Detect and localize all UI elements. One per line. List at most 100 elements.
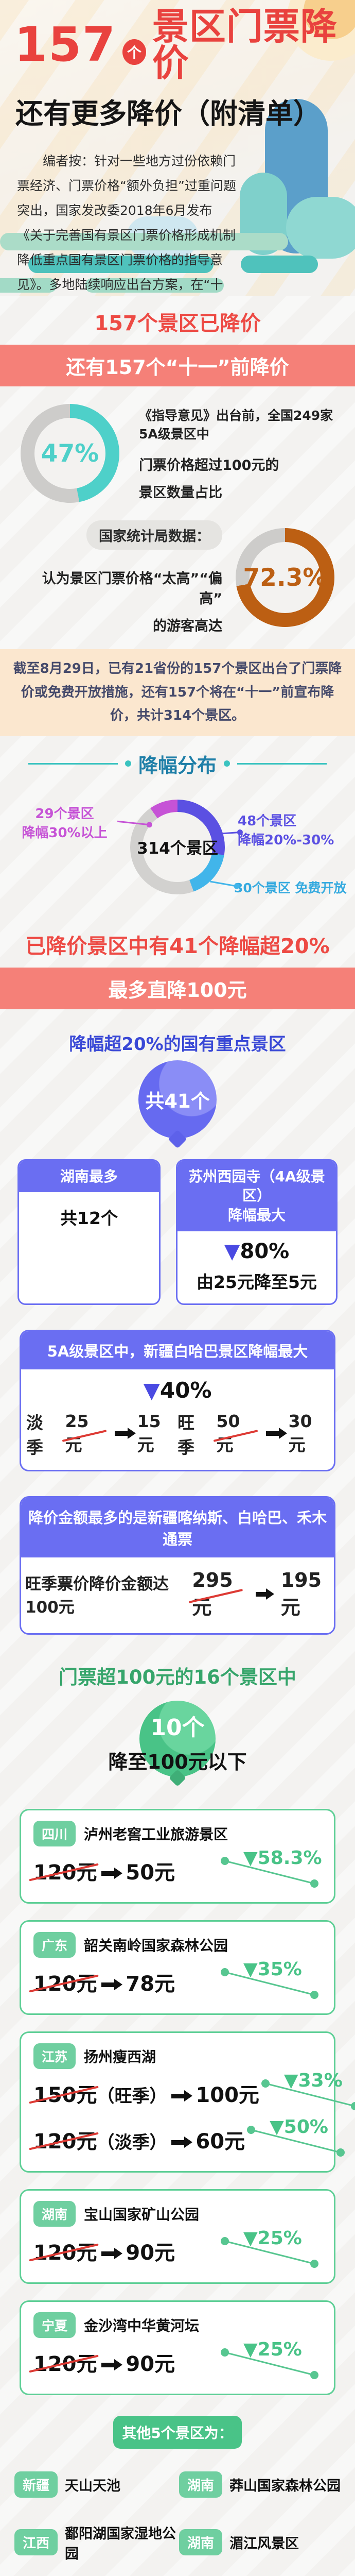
trend-decoration: ▼25% xyxy=(219,2228,322,2273)
province-pill: 广东 xyxy=(33,1931,76,1958)
new-price: 50元 xyxy=(118,1860,175,1885)
heading-157-reduced: 157个景区已降价 xyxy=(94,312,261,335)
divider-line xyxy=(237,762,327,765)
trend-decoration: ▼25% xyxy=(219,2339,322,2384)
province-pill: 湖南 xyxy=(179,2529,223,2556)
list-item: 湖南 莽山国家森林公园 xyxy=(179,2471,341,2498)
new-price: 90元 xyxy=(118,2241,175,2265)
card-header: 湖南最多 xyxy=(19,1160,159,1193)
price-cut-card: 宁夏 金沙湾中华黄河坛 120元 90元 ▼25% xyxy=(20,2300,335,2395)
scenic-area-name: 鄱阳湖国家湿地公园 xyxy=(65,2526,176,2562)
card-5a-baihaba: 5A级景区中，新疆白哈巴景区降幅最大 ▼40% 淡季 25元 15元 旺季 50… xyxy=(20,1329,335,1471)
dot-icon xyxy=(125,760,131,767)
price-change: 120元 78元 xyxy=(33,1967,175,1997)
old-price: 25元 xyxy=(65,1411,105,1456)
province-pill: 江西 xyxy=(14,2529,58,2556)
card-body: 共12个 xyxy=(60,1208,118,1229)
province-pill: 宁夏 xyxy=(33,2312,76,2338)
stat-47-line3: 景区数量占比 xyxy=(139,485,222,501)
arrow-right-icon xyxy=(265,1428,287,1439)
discount-percent: ▼33% xyxy=(283,2070,343,2091)
offseason-price: 淡季 25元 15元 xyxy=(26,1409,177,1459)
arrow-right-icon xyxy=(114,1428,136,1439)
balloon-41-value: 共41个 xyxy=(138,1060,217,1139)
label-over30: 29个景区 降幅30%以上 xyxy=(22,806,108,841)
old-price: 50元 xyxy=(217,1411,257,1456)
price-row: 120元 78元 ▼35% xyxy=(33,1958,322,2004)
season-suffix: （淡季） xyxy=(97,2132,167,2153)
new-price: 90元 xyxy=(118,2352,175,2376)
new-price: 15元 xyxy=(137,1411,161,1455)
down-triangle-icon: ▼ xyxy=(143,1377,160,1403)
discount-percent: ▼35% xyxy=(243,1958,302,1980)
label-free: 30个景区 免费开放 xyxy=(234,880,347,895)
trend-decoration: ▼33% xyxy=(259,2070,355,2115)
province-pill: 新疆 xyxy=(14,2471,58,2498)
list-item: 新疆 天山天池 xyxy=(14,2471,176,2498)
province-pill: 湖南 xyxy=(179,2471,223,2498)
price-row: 120元 50元 ▼58.3% xyxy=(33,1847,322,1893)
old-price: 295元 xyxy=(192,1569,241,1620)
trend-line-icon xyxy=(221,2236,318,2268)
label-20-30: 48个景区 降幅20%-30% xyxy=(238,813,334,849)
scenic-area-name: 天山天池 xyxy=(65,2478,121,2494)
arrow-right-icon xyxy=(101,2248,122,2260)
divider-line xyxy=(28,762,118,765)
trend-line-icon xyxy=(221,1968,318,1999)
price-change: 120元 90元 xyxy=(33,2347,175,2377)
balloon-10-value: 10个 xyxy=(139,1700,216,1777)
price-row: 120元（淡季） 60元 ▼50% xyxy=(33,2116,345,2162)
subheading-key-areas: 降幅超20%的国有重点景区 xyxy=(69,1033,286,1055)
season-suffix: （旺季） xyxy=(97,2086,167,2107)
dot-icon xyxy=(224,760,230,767)
arrow-right-icon xyxy=(101,1979,122,1991)
price-change: 120元 50元 xyxy=(33,1856,175,1886)
arrow-right-icon xyxy=(171,2137,192,2148)
price-row: 120元 90元 ▼25% xyxy=(33,2339,322,2384)
cloud-bar-decoration xyxy=(28,256,214,273)
price-row: 120元 90元 ▼25% xyxy=(33,2228,322,2273)
stat-47-block: 47% 《指导意见》出台前，全国249家5A级景区中 门票价格超过100元的 景… xyxy=(0,404,355,503)
old-price: 120元 xyxy=(33,1967,97,1997)
banner-max-100: 最多直降100元 xyxy=(0,967,355,1009)
scenic-area-name: 韶关南岭国家森林公园 xyxy=(84,1937,228,1954)
trend-decoration: ▼58.3% xyxy=(219,1847,322,1893)
old-price: 150元 xyxy=(33,2078,97,2108)
scenic-area-name: 扬州瘦西湖 xyxy=(84,2048,156,2065)
donut-chart-72: 72.3% xyxy=(236,528,334,627)
donut-314-center: 314个景区 xyxy=(137,839,218,858)
stat-47-text: 《指导意见》出台前，全国249家5A级景区中 门票价格超过100元的 景区数量占… xyxy=(139,405,334,501)
donut-chart-314: 314个景区 xyxy=(130,799,225,894)
price-cut-cards: 四川 泸州老窖工业旅游景区 120元 50元 ▼58.3% 广东 韶关南岭国家森林公园 12… xyxy=(0,1808,355,2395)
summary-note: 截至8月29日，已有21省份的157个景区出台了门票降价或免费开放措施，还有15… xyxy=(0,649,355,736)
old-price: 120元 xyxy=(33,2236,97,2266)
list-item: 湖南 湄江风景区 xyxy=(179,2522,341,2563)
stat-47-line2: 门票价格超过100元的 xyxy=(139,457,279,473)
balloon-10: 10个 降至100元以下 xyxy=(0,1700,355,1792)
arrow-right-icon xyxy=(171,2090,192,2102)
balloon-41: 共41个 xyxy=(0,1060,355,1148)
editor-note: 编者按：针对一些地方过份依赖门票经济、门票价格“额外负担”过重问题突出，国家发改… xyxy=(17,154,236,292)
summary-cards: 湖南最多 共12个 苏州西园寺（4A级景区） 降幅最大 ▼80% 由25元降至5元 xyxy=(0,1159,355,1305)
trend-line-icon xyxy=(261,2079,355,2110)
card-top: 广东 韶关南岭国家森林公园 xyxy=(33,1931,322,1958)
trend-line-icon xyxy=(221,1856,318,1888)
price-row: 150元（旺季） 100元 ▼33% xyxy=(33,2070,355,2115)
season-prices: 淡季 25元 15元 旺季 50元 30元 xyxy=(21,1406,334,1470)
cloud-bar-decoration xyxy=(85,278,224,293)
balloon-10-subtext: 降至100元以下 xyxy=(108,1750,247,1773)
scenic-area-name: 宝山国家矿山公园 xyxy=(84,2206,200,2223)
stat-72-line1: 认为景区门票价格“太高”“偏高” xyxy=(42,571,222,607)
distribution-heading: 降幅分布 xyxy=(138,754,217,777)
price-cut-card: 江苏 扬州瘦西湖 150元（旺季） 100元 ▼33% 120元（淡季） 60元 ▼50% xyxy=(20,2031,355,2173)
card-top: 湖南 宝山国家矿山公园 xyxy=(33,2200,322,2227)
discount-percent: ▼50% xyxy=(270,2116,328,2138)
discount-percent: ▼58.3% xyxy=(243,1847,322,1869)
province-pill: 四川 xyxy=(33,1820,76,1846)
title-unit-badge: 个 xyxy=(122,39,146,65)
new-price: 195元 xyxy=(280,1568,322,1619)
card-hunan-most: 湖南最多 共12个 xyxy=(17,1159,161,1305)
list-item: 江西 鄱阳湖国家湿地公园 xyxy=(14,2522,176,2563)
old-price: 120元 xyxy=(33,2347,97,2377)
old-price: 120元 xyxy=(33,2125,97,2155)
